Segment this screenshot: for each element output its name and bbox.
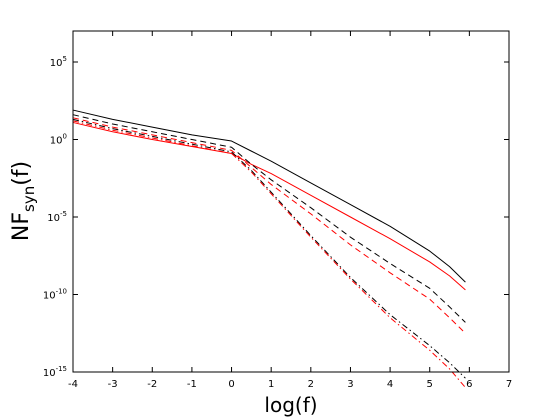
x-tick-label: -4	[68, 379, 78, 390]
plot-frame	[72, 30, 510, 373]
x-tick-label: -3	[108, 379, 118, 390]
y-tick-label: 10-10	[43, 288, 67, 302]
y-tick-label-base: 10	[50, 136, 63, 147]
y-tick-label-exponent: 0	[63, 133, 67, 141]
y-tick-label: 10-5	[47, 210, 67, 224]
series-line-5	[72, 118, 466, 379]
y-axis-title-subscript: syn	[20, 186, 38, 212]
x-tick-label: 3	[347, 379, 353, 390]
series-line-1	[72, 109, 466, 283]
x-tick-label: 1	[268, 379, 274, 390]
y-tick-label-exponent: -15	[56, 365, 67, 373]
y-tick-label-exponent: -5	[60, 210, 67, 218]
y-tick-label-exponent: 5	[63, 55, 67, 63]
y-axis-title: NFsyn(f)	[9, 161, 38, 241]
y-tick-label-exponent: -10	[56, 288, 67, 296]
y-axis-title-suffix: (f)	[9, 161, 34, 186]
y-tick-label-base: 10	[43, 368, 56, 379]
x-tick-label: 5	[427, 379, 433, 390]
series-layer	[72, 109, 466, 388]
series-line-4	[72, 117, 466, 334]
series-line-2	[72, 121, 466, 291]
x-tick-label: 6	[466, 379, 472, 390]
y-axis-title-base: NF	[9, 212, 34, 241]
series-line-3	[72, 114, 466, 323]
x-tick-label: -1	[187, 379, 197, 390]
x-tick-label: -2	[147, 379, 157, 390]
y-tick-label: 10-15	[43, 365, 67, 379]
y-tick-label-base: 10	[43, 291, 56, 302]
x-axis-title: log(f)	[264, 393, 317, 417]
x-tick-label: 2	[308, 379, 314, 390]
x-axis-ticks: -4 -3 -2 -1 0 1 2 3 4 5 6 7	[68, 31, 512, 390]
x-tick-label: 7	[506, 379, 512, 390]
y-tick-label-base: 10	[50, 58, 63, 69]
series-line-6	[72, 120, 466, 388]
y-tick-label-base: 10	[47, 213, 60, 224]
x-tick-label: 0	[228, 379, 234, 390]
x-tick-label: 4	[387, 379, 393, 390]
y-tick-label: 105	[50, 55, 67, 69]
y-tick-label: 100	[50, 133, 67, 147]
